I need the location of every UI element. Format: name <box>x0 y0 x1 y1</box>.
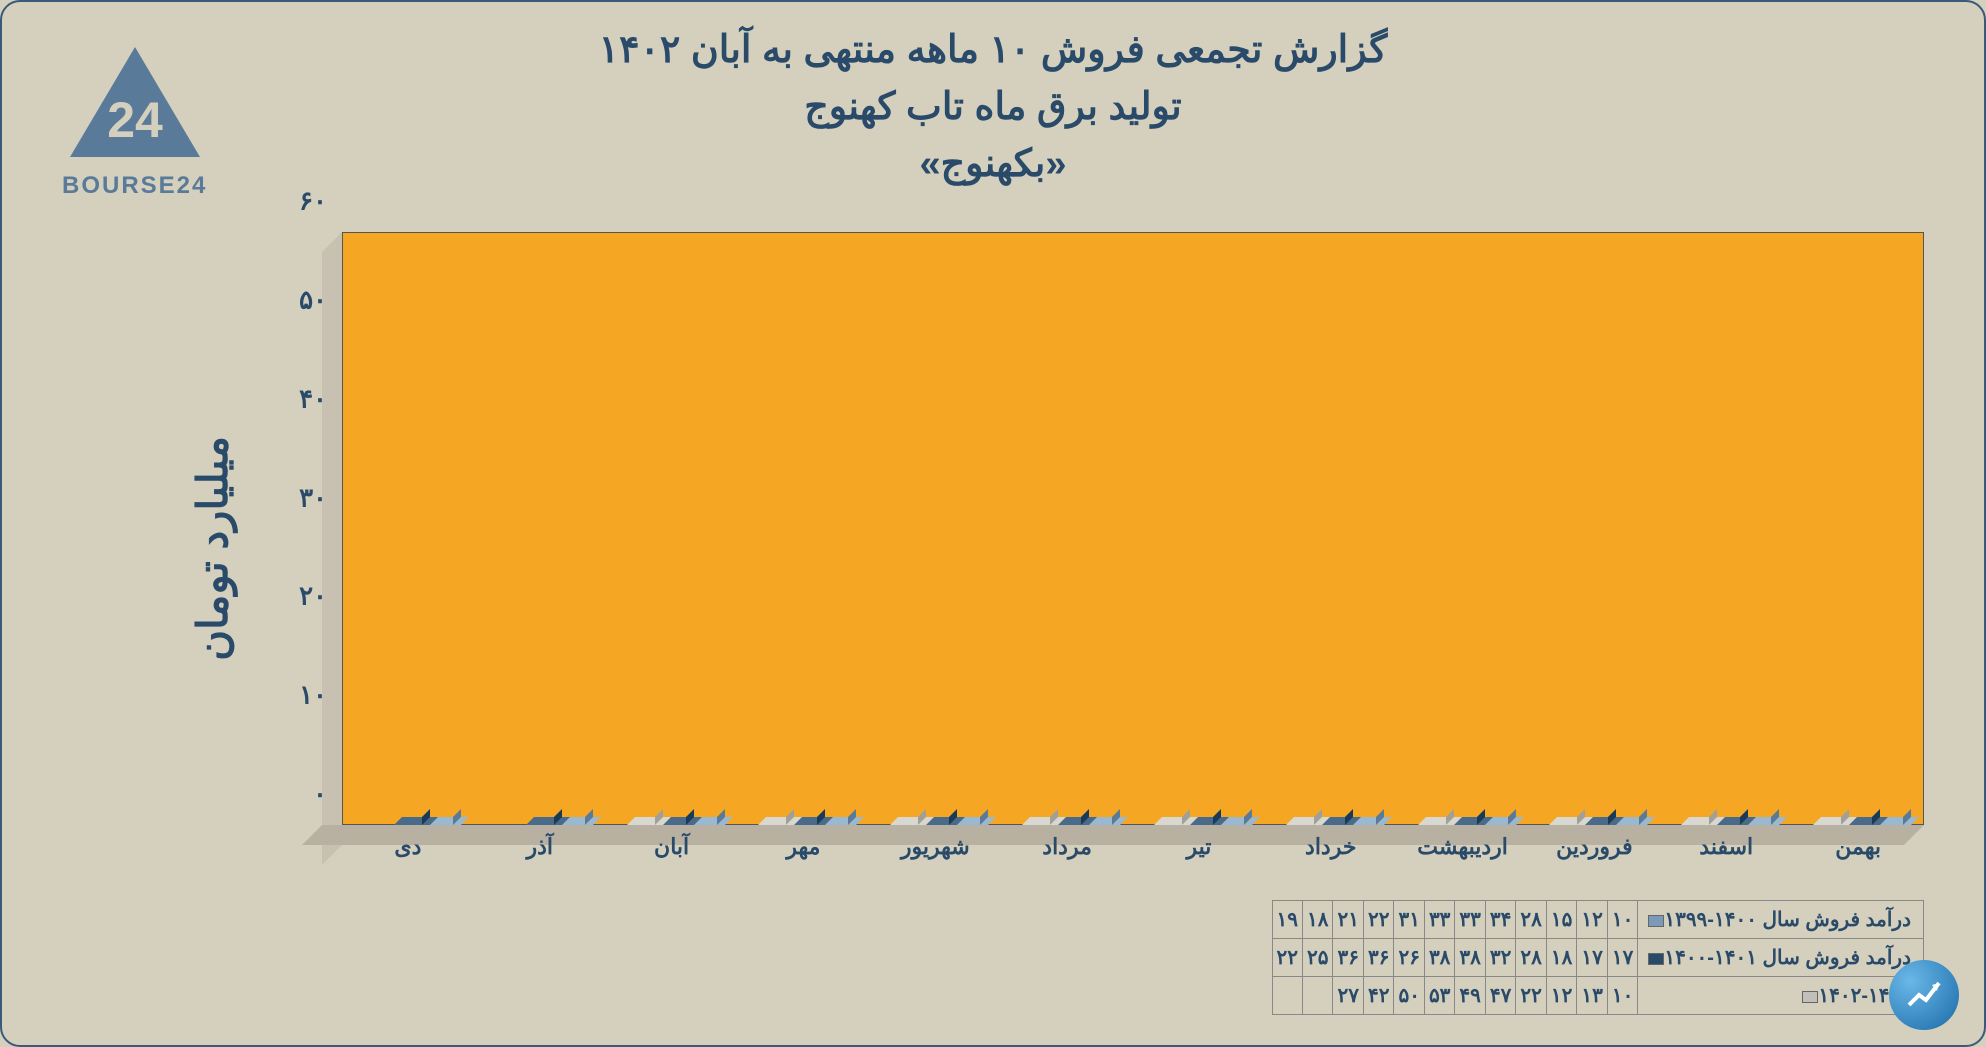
legend-swatch <box>1802 991 1818 1003</box>
table-cell: ۱۲ <box>1546 977 1576 1015</box>
x-axis-label: تیر <box>1133 834 1265 860</box>
x-axis-label: آذر <box>474 834 606 860</box>
y-axis-label: میلیارد تومان <box>182 232 242 865</box>
title-line-2: تولید برق ماه تاب کهنوج <box>2 79 1984 136</box>
table-cell: ۱۸ <box>1546 939 1576 977</box>
table-cell: ۲۶ <box>1394 939 1424 977</box>
table-cell: ۴۷ <box>1485 977 1515 1015</box>
x-axis-label: شهریور <box>869 834 1001 860</box>
table-row: ۱۴۰۲-۱۴۰۱۱۰۱۳۱۲۲۲۴۷۴۹۵۳۵۰۴۲۲۷ <box>1272 977 1923 1015</box>
table-cell: ۳۱ <box>1394 901 1424 939</box>
title-line-3: «بکهنوج» <box>2 136 1984 193</box>
table-cell: ۱۷ <box>1607 939 1637 977</box>
table-cell: ۵۳ <box>1424 977 1454 1015</box>
x-axis-label: خرداد <box>1265 834 1397 860</box>
table-cell: ۲۱ <box>1333 901 1363 939</box>
table-cell: ۲۷ <box>1333 977 1363 1015</box>
table-cell: ۱۰ <box>1607 977 1637 1015</box>
table-cell: ۳۶ <box>1333 939 1363 977</box>
table-cell: ۳۸ <box>1424 939 1454 977</box>
table-row: درآمد فروش سال ۱۴۰۰-۱۳۹۹۱۰۱۲۱۵۲۸۳۴۳۳۳۳۳۱… <box>1272 901 1923 939</box>
plot-area <box>342 232 1924 825</box>
x-axis-label: اردیبهشت <box>1397 834 1529 860</box>
table-cell: ۱۸ <box>1303 901 1333 939</box>
table-cell: ۲۵ <box>1303 939 1333 977</box>
table-cell: ۲۸ <box>1516 939 1546 977</box>
table-cell: ۱۲ <box>1577 901 1607 939</box>
table-cell: ۱۵ <box>1546 901 1576 939</box>
chart-container: ۰۱۰۲۰۳۰۴۰۵۰۶۰ بهمناسفندفروردیناردیبهشتخر… <box>282 232 1924 865</box>
table-cell: ۱۰ <box>1607 901 1637 939</box>
series-label: درآمد فروش سال ۱۴۰۱-۱۴۰۰ <box>1638 939 1924 977</box>
table-cell: ۱۹ <box>1272 901 1302 939</box>
table-cell: ۳۲ <box>1485 939 1515 977</box>
table-cell: ۲۲ <box>1363 901 1393 939</box>
series-label: ۱۴۰۲-۱۴۰۱ <box>1638 977 1924 1015</box>
table-cell: ۲۲ <box>1272 939 1302 977</box>
table-row: درآمد فروش سال ۱۴۰۱-۱۴۰۰۱۷۱۷۱۸۲۸۳۲۳۸۳۸۲۶… <box>1272 939 1923 977</box>
table-cell: ۱۳ <box>1577 977 1607 1015</box>
table-cell: ۵۰ <box>1394 977 1424 1015</box>
chart-badge-icon <box>1889 960 1959 1030</box>
plot-3d-wall <box>322 232 342 865</box>
chart-title: گزارش تجمعی فروش ۱۰ ماهه منتهی به آبان ۱… <box>2 22 1984 193</box>
legend-swatch <box>1648 915 1664 927</box>
x-axis-label: فروردین <box>1529 834 1661 860</box>
table-cell <box>1303 977 1333 1015</box>
table-cell: ۱۷ <box>1577 939 1607 977</box>
series-label: درآمد فروش سال ۱۴۰۰-۱۳۹۹ <box>1638 901 1924 939</box>
table-cell <box>1272 977 1302 1015</box>
x-axis-label: بهمن <box>1792 834 1924 860</box>
x-axis-label: دی <box>342 834 474 860</box>
y-tick: ۶۰ <box>299 186 327 217</box>
table-cell: ۴۲ <box>1363 977 1393 1015</box>
table-cell: ۳۸ <box>1455 939 1485 977</box>
x-axis-label: اسفند <box>1660 834 1792 860</box>
x-axis-label: آبان <box>606 834 738 860</box>
table-cell: ۳۳ <box>1455 901 1485 939</box>
x-axis-label: مهر <box>738 834 870 860</box>
x-axis-label: مرداد <box>1001 834 1133 860</box>
title-line-1: گزارش تجمعی فروش ۱۰ ماهه منتهی به آبان ۱… <box>2 22 1984 79</box>
table-cell: ۳۴ <box>1485 901 1515 939</box>
x-axis-labels: بهمناسفندفروردیناردیبهشتخردادتیرمردادشهر… <box>342 825 1924 865</box>
table-cell: ۲۸ <box>1516 901 1546 939</box>
table-cell: ۳۶ <box>1363 939 1393 977</box>
table-cell: ۲۲ <box>1516 977 1546 1015</box>
table-cell: ۳۳ <box>1424 901 1454 939</box>
table-cell: ۴۹ <box>1455 977 1485 1015</box>
legend-swatch <box>1648 953 1664 965</box>
data-table: درآمد فروش سال ۱۴۰۰-۱۳۹۹۱۰۱۲۱۵۲۸۳۴۳۳۳۳۳۱… <box>1272 900 1924 1015</box>
